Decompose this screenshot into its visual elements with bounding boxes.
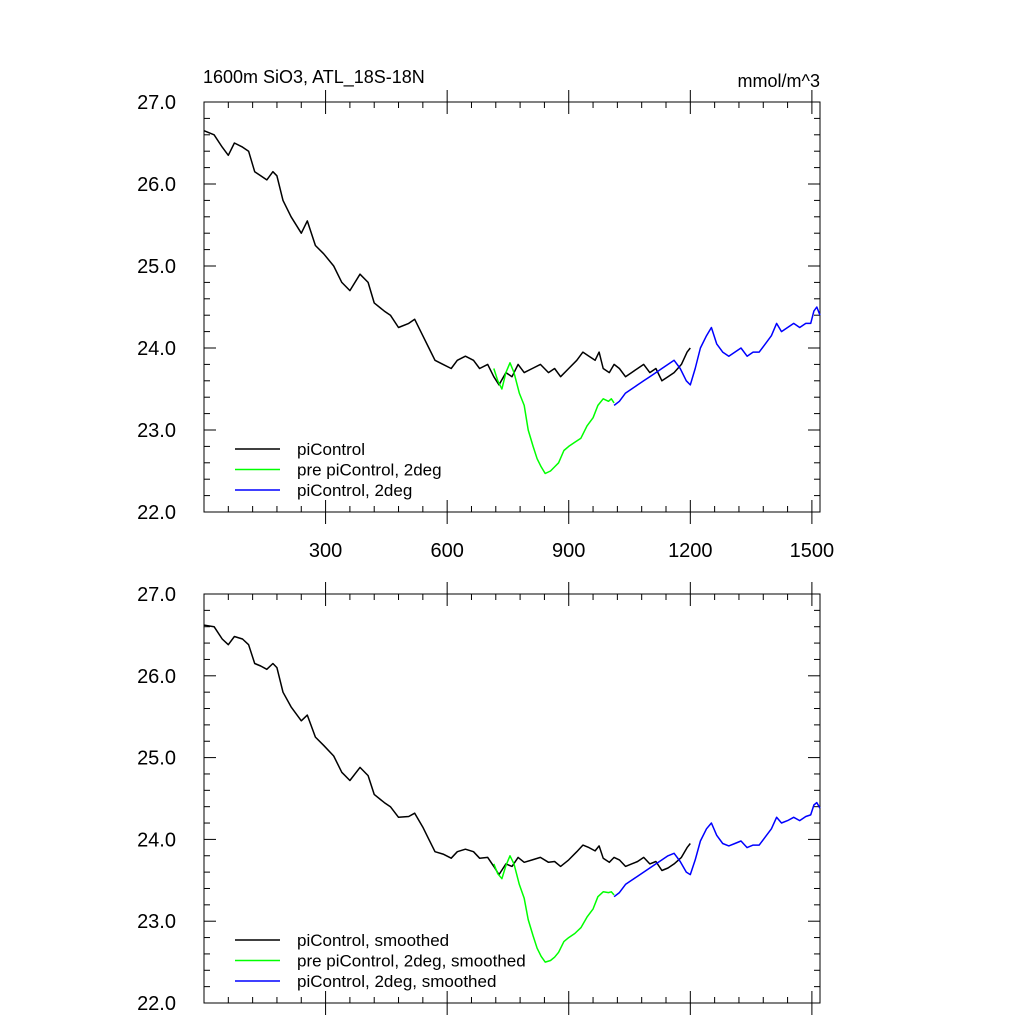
bottom-series-line-3 bbox=[613, 801, 821, 898]
top-series-line-3 bbox=[613, 306, 821, 406]
top-y-tick-label: 25.0 bbox=[137, 256, 176, 278]
top-legend-label-1: piControl bbox=[297, 440, 365, 459]
top-x-tick-label: 900 bbox=[552, 540, 585, 562]
top-legend-label-2: pre piControl, 2deg bbox=[297, 461, 442, 480]
bottom-y-tick-label: 26.0 bbox=[137, 666, 176, 688]
top-x-tick-label: 1500 bbox=[790, 540, 835, 562]
bottom-series-line-2 bbox=[493, 855, 615, 963]
top-panel: 22.0 23.0 24.0 25.0 26.0 27.0 300 600 900 1200 150… bbox=[137, 90, 834, 562]
top-x-tick-label: 1200 bbox=[668, 540, 713, 562]
top-y-tick-label: 27.0 bbox=[137, 92, 176, 114]
top-y-tick-label: 24.0 bbox=[137, 338, 176, 360]
bottom-legend-label-3: piControl, 2deg, smoothed bbox=[297, 972, 496, 991]
bottom-series-line-1 bbox=[203, 624, 691, 876]
units-label: mmol/m^3 bbox=[738, 71, 820, 91]
bottom-y-tick-label: 24.0 bbox=[137, 829, 176, 851]
top-legend-label-3: piControl, 2deg bbox=[297, 481, 412, 500]
top-plot-frame bbox=[203, 101, 821, 513]
top-x-tick-label: 300 bbox=[309, 540, 342, 562]
top-series-line-2 bbox=[493, 362, 615, 475]
bottom-y-tick-label: 27.0 bbox=[137, 584, 176, 606]
top-y-tick-label: 26.0 bbox=[137, 174, 176, 196]
bottom-legend-label-1: piControl, smoothed bbox=[297, 931, 449, 950]
bottom-panel: 22.0 23.0 24.0 25.0 26.0 27.0 piControl, smoot… bbox=[137, 582, 821, 1015]
bottom-y-tick-label: 23.0 bbox=[137, 911, 176, 933]
bottom-legend-label-2: pre piControl, 2deg, smoothed bbox=[297, 952, 526, 971]
bottom-y-tick-label: 22.0 bbox=[137, 993, 176, 1015]
chart-title: 1600m SiO3, ATL_18S-18N bbox=[203, 67, 425, 88]
top-y-tick-label: 23.0 bbox=[137, 420, 176, 442]
bottom-plot-frame bbox=[203, 593, 821, 1004]
top-series-line-1 bbox=[203, 130, 691, 386]
bottom-y-tick-label: 25.0 bbox=[137, 748, 176, 770]
top-x-tick-label: 600 bbox=[430, 540, 463, 562]
top-y-tick-label: 22.0 bbox=[137, 502, 176, 524]
